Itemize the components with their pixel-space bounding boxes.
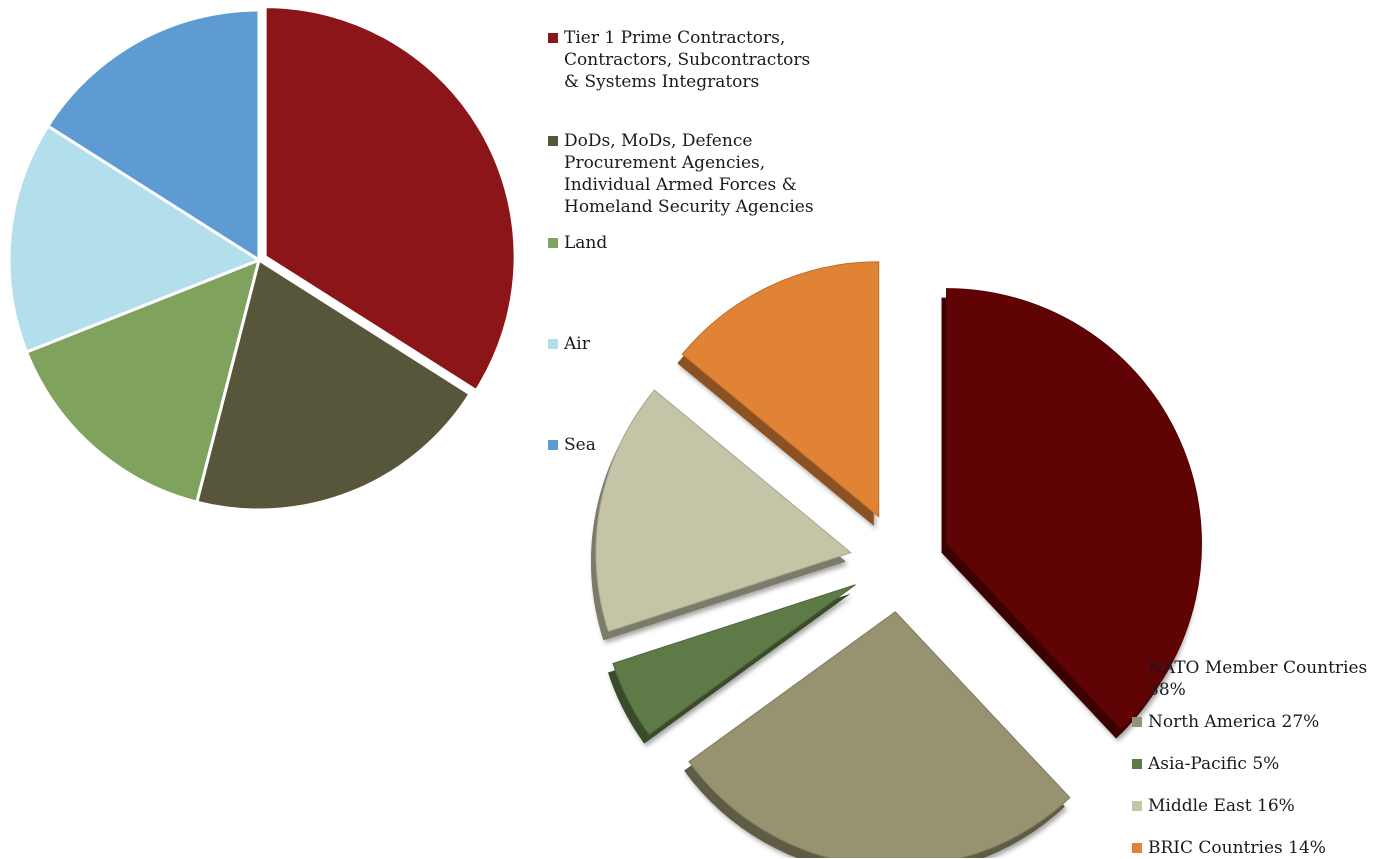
pie1-slice-4 [7,124,261,354]
legend-swatch [548,33,558,43]
pie1-slice-2 [195,258,472,512]
legend-label: Tier 1 Prime Contractors, Contractors, S… [564,28,811,92]
legend-item: Sea [548,434,848,456]
legend-item: Middle East 16% [1132,795,1372,817]
legend-label: DoDs, MoDs, Defence Procurement Agencies… [564,131,814,217]
legend-swatch [1132,843,1142,853]
legend-label: Asia-Pacific 5% [1148,754,1280,774]
pie2-slice-5 [677,261,880,526]
legend-item: DoDs, MoDs, Defence Procurement Agencies… [548,130,848,218]
legend-label: Air [564,334,590,354]
pie1-slice-3 [25,258,261,504]
legend-item: NATO Member Countries 38% [1132,657,1372,701]
legend-label: Middle East 16% [1148,796,1295,816]
legend-label: NATO Member Countries 38% [1148,658,1368,700]
legend-label: BRIC Countries 14% [1148,838,1326,858]
legend-label: North America 27% [1148,712,1320,732]
legend-swatch [1132,663,1142,673]
pie2-slice-3 [607,584,856,744]
legend-swatch [548,440,558,450]
legend-swatch [1132,717,1142,727]
legend-item: Air [548,333,848,355]
legend-swatch [1132,759,1142,769]
pie1-slice-1 [263,5,517,393]
pie2-slice-2 [684,611,1071,858]
legend-swatch [548,238,558,248]
pie2-slice-4 [590,389,852,641]
sector-pie-chart [7,5,517,512]
pie2-slice-1 [941,288,1202,739]
legend-swatch [1132,801,1142,811]
legend-item: North America 27% [1132,711,1372,733]
legend-swatch [548,339,558,349]
sector-pie-legend: Tier 1 Prime Contractors, Contractors, S… [548,27,848,456]
legend-item: Asia-Pacific 5% [1132,753,1372,775]
legend-item: Tier 1 Prime Contractors, Contractors, S… [548,27,848,93]
legend-label: Land [564,233,608,253]
pie1-slice-5 [46,8,261,262]
legend-swatch [548,136,558,146]
legend-item: BRIC Countries 14% [1132,837,1372,859]
region-pie-chart [590,261,1202,858]
legend-label: Sea [564,435,596,455]
region-pie-legend: NATO Member Countries 38% North America 2… [1132,657,1372,859]
legend-item: Land [548,232,848,254]
